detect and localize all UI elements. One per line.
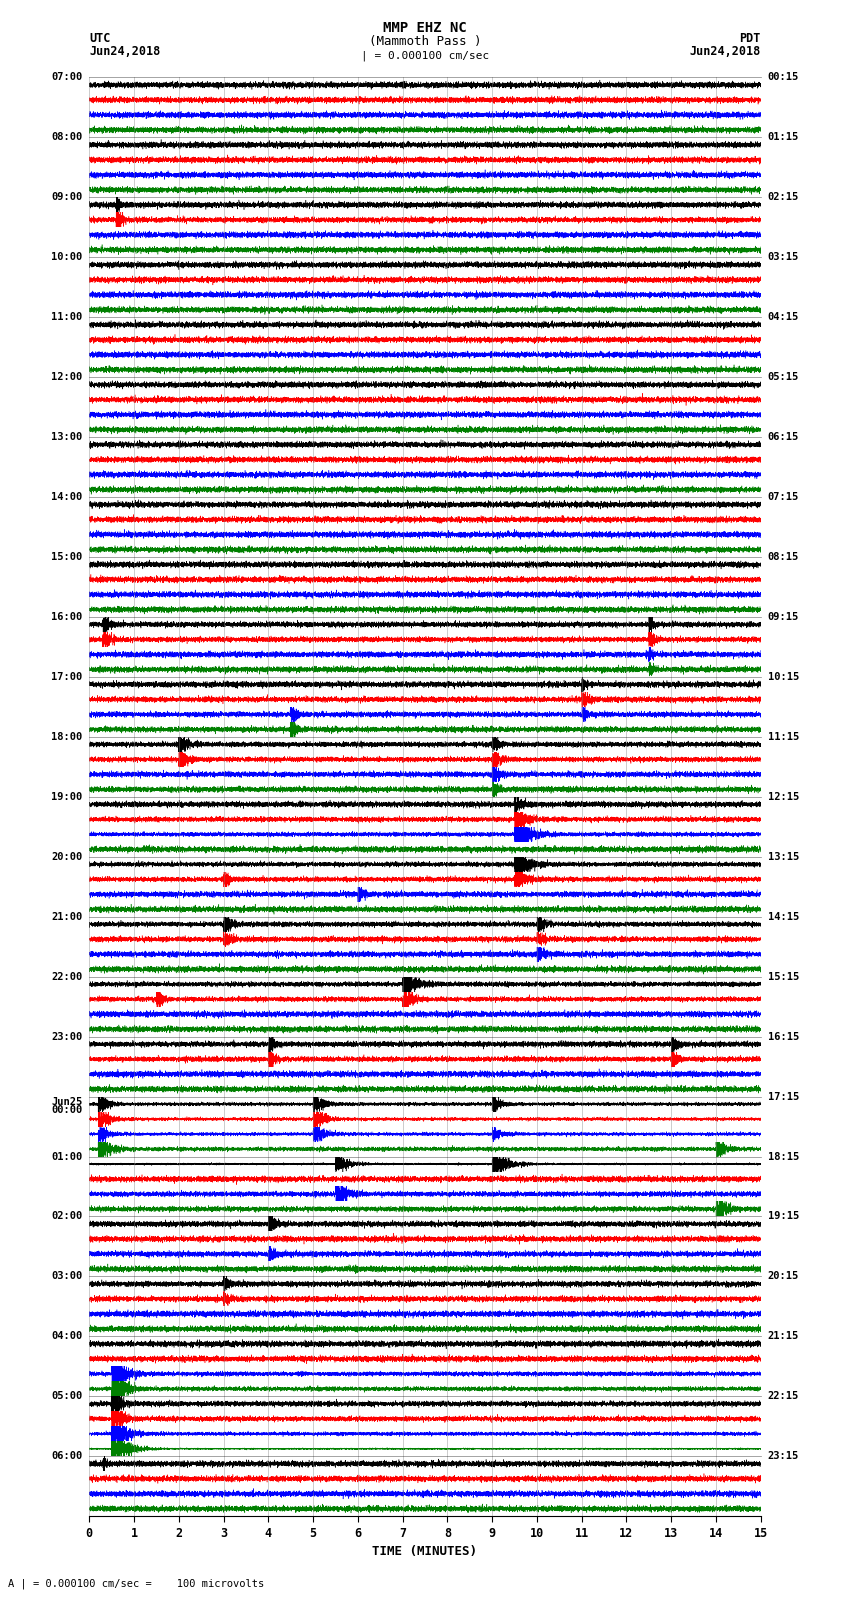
Text: 06:00: 06:00	[51, 1452, 82, 1461]
Text: 04:15: 04:15	[768, 313, 799, 323]
Text: 22:15: 22:15	[768, 1392, 799, 1402]
Text: PDT: PDT	[740, 32, 761, 45]
Text: 22:00: 22:00	[51, 971, 82, 982]
Text: 17:15: 17:15	[768, 1092, 799, 1102]
Text: 14:00: 14:00	[51, 492, 82, 502]
Text: A | = 0.000100 cm/sec =    100 microvolts: A | = 0.000100 cm/sec = 100 microvolts	[8, 1579, 264, 1589]
Text: 08:15: 08:15	[768, 552, 799, 561]
Text: 04:00: 04:00	[51, 1331, 82, 1342]
Text: 11:00: 11:00	[51, 313, 82, 323]
Text: 02:15: 02:15	[768, 192, 799, 202]
Text: (Mammoth Pass ): (Mammoth Pass )	[369, 35, 481, 48]
Text: 07:15: 07:15	[768, 492, 799, 502]
Text: 14:15: 14:15	[768, 911, 799, 921]
Text: 16:00: 16:00	[51, 611, 82, 623]
Text: 15:00: 15:00	[51, 552, 82, 561]
Text: 19:15: 19:15	[768, 1211, 799, 1221]
Text: 08:00: 08:00	[51, 132, 82, 142]
Text: 02:00: 02:00	[51, 1211, 82, 1221]
Text: 09:00: 09:00	[51, 192, 82, 202]
Text: 13:15: 13:15	[768, 852, 799, 861]
Text: 18:00: 18:00	[51, 732, 82, 742]
Text: 17:00: 17:00	[51, 673, 82, 682]
Text: 05:15: 05:15	[768, 373, 799, 382]
Text: 13:00: 13:00	[51, 432, 82, 442]
Text: 10:15: 10:15	[768, 673, 799, 682]
Text: | = 0.000100 cm/sec: | = 0.000100 cm/sec	[361, 50, 489, 61]
Text: Jun24,2018: Jun24,2018	[689, 45, 761, 58]
Text: 09:15: 09:15	[768, 611, 799, 623]
Text: 03:00: 03:00	[51, 1271, 82, 1281]
Text: Jun25: Jun25	[51, 1097, 82, 1107]
Text: 15:15: 15:15	[768, 971, 799, 982]
Text: 23:15: 23:15	[768, 1452, 799, 1461]
Text: 10:00: 10:00	[51, 252, 82, 263]
Text: 12:00: 12:00	[51, 373, 82, 382]
Text: 20:15: 20:15	[768, 1271, 799, 1281]
Text: 20:00: 20:00	[51, 852, 82, 861]
Text: 12:15: 12:15	[768, 792, 799, 802]
X-axis label: TIME (MINUTES): TIME (MINUTES)	[372, 1545, 478, 1558]
Text: 16:15: 16:15	[768, 1032, 799, 1042]
Text: 00:15: 00:15	[768, 73, 799, 82]
Text: UTC: UTC	[89, 32, 110, 45]
Text: 18:15: 18:15	[768, 1152, 799, 1161]
Text: 21:00: 21:00	[51, 911, 82, 921]
Text: 01:00: 01:00	[51, 1152, 82, 1161]
Text: 05:00: 05:00	[51, 1392, 82, 1402]
Text: 23:00: 23:00	[51, 1032, 82, 1042]
Text: 07:00: 07:00	[51, 73, 82, 82]
Text: 00:00: 00:00	[51, 1105, 82, 1115]
Text: MMP EHZ NC: MMP EHZ NC	[383, 21, 467, 35]
Text: 06:15: 06:15	[768, 432, 799, 442]
Text: 11:15: 11:15	[768, 732, 799, 742]
Text: Jun24,2018: Jun24,2018	[89, 45, 161, 58]
Text: 01:15: 01:15	[768, 132, 799, 142]
Text: 03:15: 03:15	[768, 252, 799, 263]
Text: 19:00: 19:00	[51, 792, 82, 802]
Text: 21:15: 21:15	[768, 1331, 799, 1342]
